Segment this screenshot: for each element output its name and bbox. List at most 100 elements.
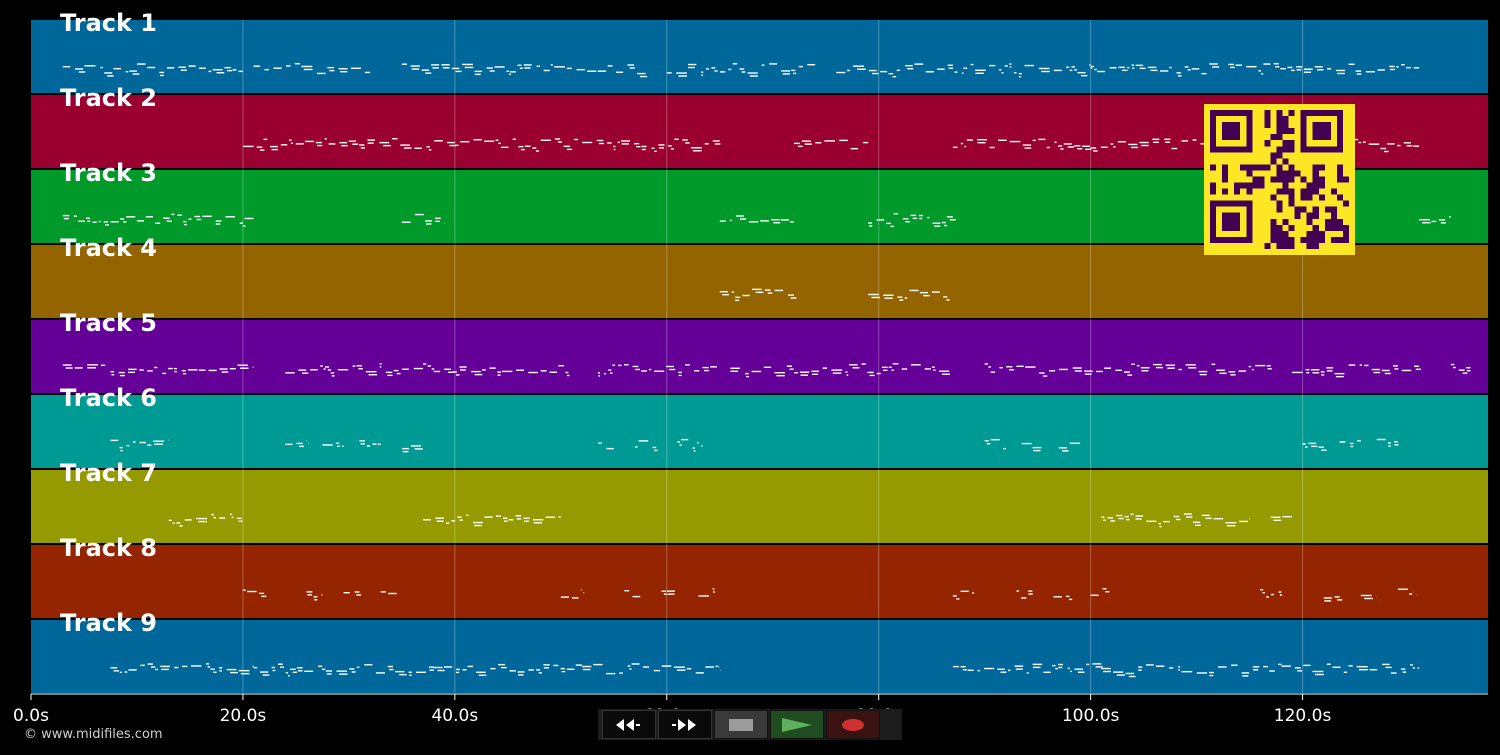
note [692, 447, 695, 449]
note [352, 143, 359, 145]
note [880, 70, 888, 73]
tick-label: 120.0s [1274, 706, 1332, 726]
note [343, 592, 350, 594]
play-button[interactable] [770, 710, 824, 739]
note [1090, 594, 1099, 596]
note [566, 668, 575, 670]
note [884, 297, 893, 299]
note [393, 369, 399, 372]
note [350, 67, 361, 70]
note [1291, 371, 1303, 374]
note [1262, 591, 1265, 594]
note [368, 374, 378, 376]
note [425, 220, 433, 222]
note [1323, 597, 1333, 599]
note [1188, 367, 1197, 369]
note [597, 372, 601, 374]
note [327, 66, 334, 69]
note [183, 220, 187, 223]
note [208, 369, 217, 372]
note [126, 444, 130, 447]
note [155, 668, 158, 671]
note [292, 671, 298, 673]
note [486, 67, 493, 69]
note [1158, 522, 1161, 525]
note [1406, 66, 1412, 69]
note [686, 668, 692, 670]
note [365, 371, 377, 373]
note [1226, 524, 1236, 527]
note [87, 367, 97, 369]
note [375, 672, 385, 674]
note [946, 299, 950, 301]
note [1089, 64, 1091, 66]
note [494, 66, 505, 68]
note [1360, 594, 1372, 597]
note [1063, 143, 1072, 145]
note [690, 147, 702, 149]
note [966, 139, 973, 141]
stop-button[interactable] [714, 710, 768, 739]
note [764, 289, 771, 291]
note [1164, 138, 1171, 140]
note [187, 369, 198, 371]
fast-forward-button[interactable] [658, 710, 712, 739]
note [1273, 519, 1282, 521]
note [876, 219, 885, 221]
note [1146, 520, 1157, 523]
note [932, 222, 941, 224]
note [387, 665, 393, 668]
note [205, 663, 210, 665]
note [433, 666, 443, 669]
note [593, 663, 603, 666]
note [176, 522, 181, 524]
note [939, 370, 950, 372]
note [238, 520, 243, 523]
note [543, 664, 550, 666]
note [524, 67, 531, 69]
note [273, 67, 282, 69]
note [154, 366, 158, 369]
note [941, 373, 950, 375]
note [1225, 521, 1237, 524]
note [1026, 672, 1029, 674]
note [1373, 371, 1381, 374]
note [1138, 669, 1142, 671]
record-button[interactable] [826, 710, 880, 739]
note [421, 69, 430, 71]
note [948, 67, 954, 69]
note [1074, 370, 1082, 372]
note [73, 215, 77, 217]
note [337, 445, 340, 448]
note [1102, 588, 1107, 590]
note [857, 68, 866, 70]
note [154, 443, 164, 445]
note [1092, 663, 1102, 665]
note [1343, 671, 1348, 673]
note [905, 64, 913, 67]
note [289, 139, 292, 141]
note [1326, 663, 1331, 665]
note [444, 368, 451, 371]
note [1016, 590, 1020, 592]
rewind-button[interactable] [602, 710, 656, 739]
note [452, 371, 457, 373]
note [1094, 68, 1097, 71]
note [1085, 148, 1092, 151]
note [1321, 449, 1327, 451]
note [1356, 73, 1362, 75]
note [613, 148, 616, 151]
note [1169, 66, 1172, 69]
note [426, 146, 430, 148]
note [767, 292, 773, 294]
note [1101, 667, 1111, 670]
note [558, 365, 565, 367]
note [1371, 368, 1381, 371]
note [173, 367, 177, 370]
note [403, 147, 412, 149]
note [970, 63, 974, 66]
note [999, 367, 1003, 369]
note [1018, 72, 1022, 75]
note [1402, 671, 1407, 673]
note [1310, 369, 1320, 371]
